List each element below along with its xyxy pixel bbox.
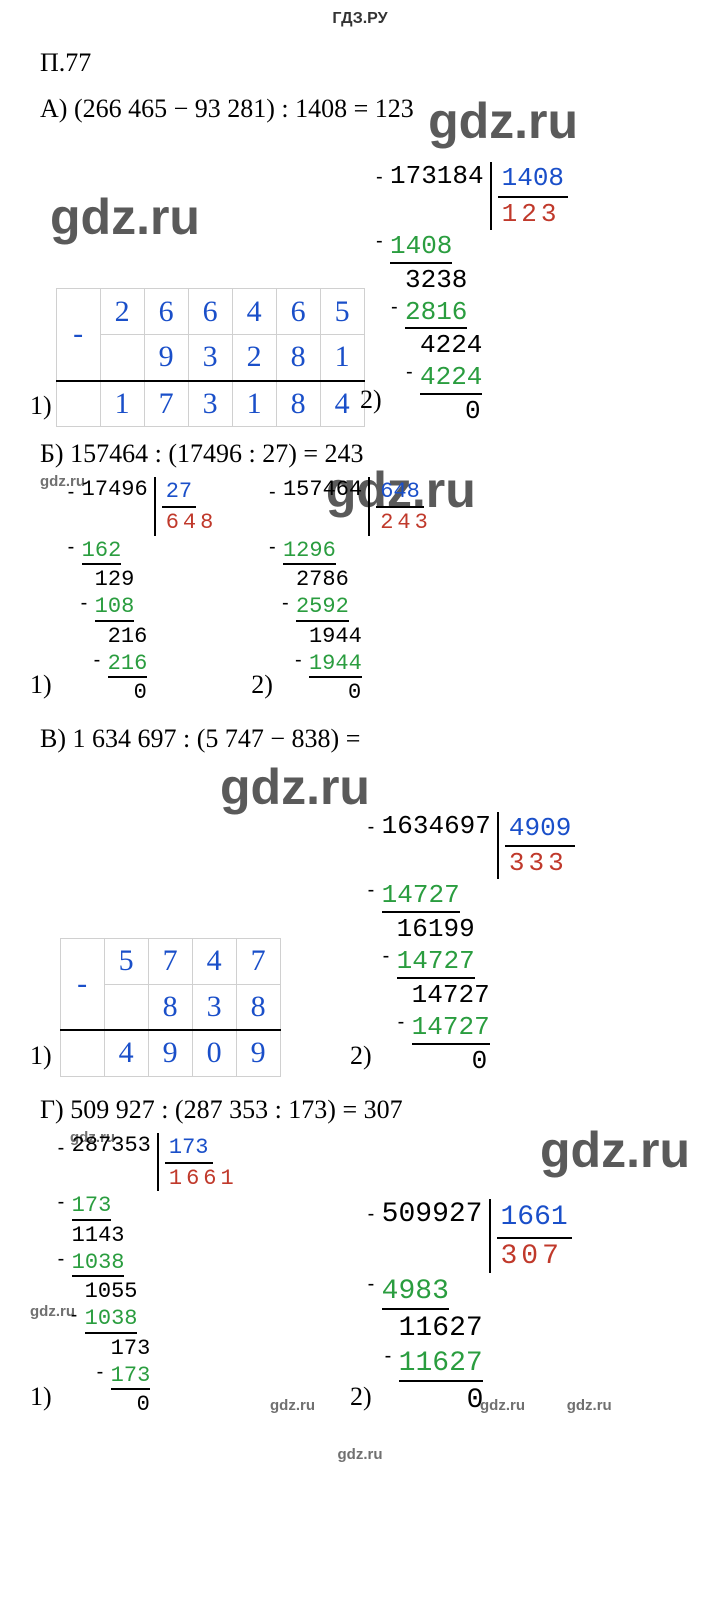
part-a-label: А) [40, 94, 67, 123]
watermark: gdz.ru [220, 758, 370, 816]
part-d-eq-text: 509 927 : (287 353 : 173) = 307 [70, 1095, 402, 1124]
part-a-equation: А) (266 465 − 93 281) : 1408 = 123 [0, 94, 720, 124]
watermark: gdz.ru [338, 1446, 383, 1463]
part-b-division2: -157464648243-12962786-25921944-19440 [283, 477, 436, 705]
part-d-division1: -2873531731661-1731143-10381055-1038173-… [72, 1133, 242, 1418]
part-a-step2-label: 2) [360, 385, 390, 421]
part-c-equation: В) 1 634 697 : (5 747 − 838) = [0, 724, 720, 754]
part-c-label: В) [40, 724, 66, 753]
part-b-division1: -1749627648-162129-108216-2160 [82, 477, 222, 705]
part-a-eq-text: (266 465 − 93 281) : 1408 = 123 [74, 94, 414, 123]
part-c-subtraction-table: -57478384909 [60, 938, 281, 1077]
part-a-subtraction-table: -26646593281173184 [56, 288, 365, 427]
part-c-division: -16346974909333-1472716199-1472714727-14… [382, 812, 576, 1077]
part-a-step1-label: 1) [30, 391, 56, 427]
part-a-division: -1731841408123-14083238-28164224-42240 [390, 162, 568, 427]
part-b-eq-text: 157464 : (17496 : 27) = 243 [70, 439, 363, 468]
problem-number: П.77 [0, 48, 720, 78]
part-c-step2-label: 2) [350, 1041, 382, 1077]
part-c-step1-label: 1) [30, 1041, 60, 1077]
part-d-step1-label: 1) [30, 1382, 72, 1418]
watermark: gdz.ru [540, 1121, 690, 1179]
part-d-label: Г) [40, 1095, 64, 1124]
part-d-equation: Г) 509 927 : (287 353 : 173) = 307 [0, 1095, 720, 1125]
part-b-step1-label: 1) [30, 670, 82, 706]
part-d-step2-label: 2) [350, 1382, 382, 1418]
part-b-label: Б) [40, 439, 64, 468]
part-b-step2-label: 2) [251, 670, 283, 706]
part-c-eq-text: 1 634 697 : (5 747 − 838) = [73, 724, 361, 753]
watermark: gdz.ru [567, 1397, 612, 1414]
part-d-division2: -5099271661307-498311627-116270 [382, 1199, 572, 1417]
part-b-equation: Б) 157464 : (17496 : 27) = 243 [0, 439, 720, 469]
site-header: ГДЗ.РУ [0, 0, 720, 48]
